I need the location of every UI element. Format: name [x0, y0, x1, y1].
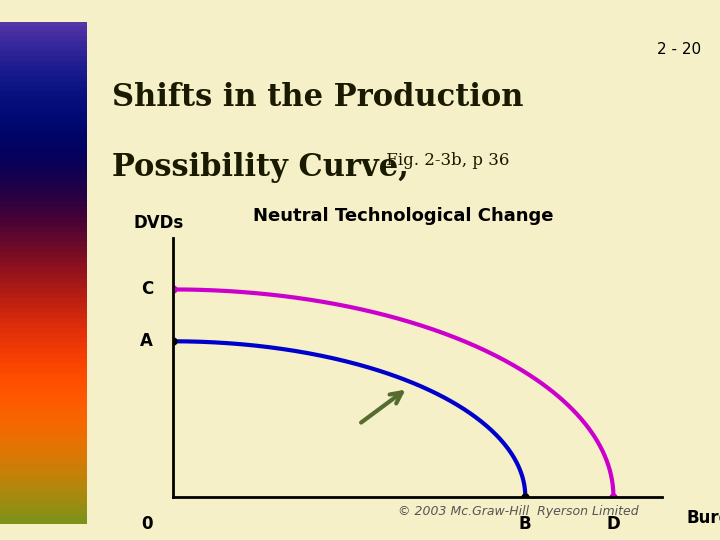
Text: © 2003 Mc.Graw-Hill  Ryerson Limited: © 2003 Mc.Graw-Hill Ryerson Limited	[398, 505, 639, 518]
Text: Fig. 2-3b, p 36: Fig. 2-3b, p 36	[381, 152, 509, 169]
Text: Shifts in the Production: Shifts in the Production	[112, 82, 523, 113]
Text: Neutral Technological Change: Neutral Technological Change	[253, 207, 554, 225]
Text: Possibility Curve,: Possibility Curve,	[112, 152, 409, 183]
Text: C: C	[141, 280, 153, 299]
Text: Burgers: Burgers	[687, 509, 720, 526]
Text: D: D	[606, 515, 621, 533]
Text: DVDs: DVDs	[134, 214, 184, 232]
Text: 0: 0	[142, 515, 153, 533]
Text: B: B	[519, 515, 531, 533]
Text: 2 - 20: 2 - 20	[657, 42, 701, 57]
Text: A: A	[140, 332, 153, 350]
